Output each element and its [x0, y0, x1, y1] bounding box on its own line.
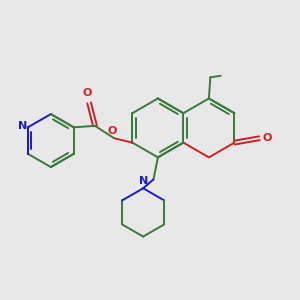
Text: O: O [263, 133, 272, 143]
Text: O: O [107, 126, 116, 136]
Text: N: N [139, 176, 148, 186]
Text: N: N [18, 121, 27, 131]
Text: O: O [83, 88, 92, 98]
